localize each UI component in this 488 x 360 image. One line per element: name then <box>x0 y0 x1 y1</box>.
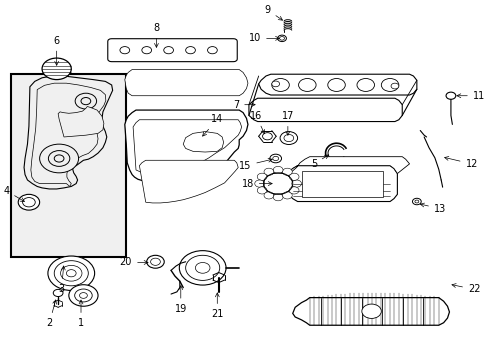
Circle shape <box>356 78 374 91</box>
Circle shape <box>80 293 87 298</box>
Circle shape <box>81 98 91 105</box>
Circle shape <box>179 251 225 285</box>
Circle shape <box>271 81 279 87</box>
Circle shape <box>195 262 209 273</box>
Circle shape <box>411 198 420 205</box>
Bar <box>11 74 125 257</box>
Circle shape <box>361 304 381 319</box>
Polygon shape <box>248 98 402 122</box>
Circle shape <box>40 144 79 173</box>
Bar <box>302 171 382 197</box>
Text: 21: 21 <box>211 293 223 319</box>
Text: 9: 9 <box>264 5 282 20</box>
Text: 7: 7 <box>232 100 255 110</box>
FancyBboxPatch shape <box>107 39 237 62</box>
Circle shape <box>48 150 70 166</box>
Circle shape <box>18 194 40 210</box>
Polygon shape <box>124 69 247 96</box>
Circle shape <box>146 255 164 268</box>
Text: 10: 10 <box>248 33 279 43</box>
Circle shape <box>42 58 71 80</box>
Polygon shape <box>58 107 103 137</box>
Circle shape <box>327 78 345 91</box>
Polygon shape <box>258 74 416 95</box>
Text: 1: 1 <box>78 300 84 328</box>
Circle shape <box>142 46 151 54</box>
Circle shape <box>414 200 418 203</box>
Text: 16: 16 <box>249 111 264 134</box>
Circle shape <box>163 46 173 54</box>
Circle shape <box>61 265 82 281</box>
Polygon shape <box>285 166 397 202</box>
Circle shape <box>273 194 283 201</box>
Circle shape <box>257 173 266 180</box>
Circle shape <box>84 120 102 133</box>
Polygon shape <box>139 160 238 203</box>
Circle shape <box>272 156 278 161</box>
Text: 3: 3 <box>59 266 65 294</box>
Text: 4: 4 <box>3 186 24 202</box>
Circle shape <box>75 289 92 302</box>
Polygon shape <box>285 157 409 177</box>
Circle shape <box>381 78 398 91</box>
Circle shape <box>53 289 63 297</box>
Circle shape <box>279 37 284 40</box>
Circle shape <box>185 46 195 54</box>
Text: 22: 22 <box>451 284 480 294</box>
Circle shape <box>280 132 297 144</box>
Text: 19: 19 <box>174 286 186 314</box>
Text: 15: 15 <box>239 158 272 171</box>
Polygon shape <box>183 132 223 152</box>
Circle shape <box>282 168 292 175</box>
Circle shape <box>120 46 129 54</box>
Circle shape <box>273 166 283 174</box>
Text: 8: 8 <box>153 23 159 48</box>
Circle shape <box>390 83 398 89</box>
Circle shape <box>277 35 286 41</box>
Circle shape <box>289 187 298 194</box>
Circle shape <box>207 46 217 54</box>
Circle shape <box>150 258 160 265</box>
Circle shape <box>264 168 273 175</box>
Circle shape <box>69 285 98 306</box>
Circle shape <box>269 154 281 163</box>
Circle shape <box>284 134 293 141</box>
Circle shape <box>257 187 266 194</box>
Text: 14: 14 <box>202 114 223 136</box>
Circle shape <box>54 155 64 162</box>
Circle shape <box>254 180 264 187</box>
Circle shape <box>291 180 301 187</box>
Polygon shape <box>133 120 241 173</box>
Circle shape <box>271 78 289 91</box>
Text: 2: 2 <box>46 300 57 328</box>
Circle shape <box>263 173 292 194</box>
Circle shape <box>75 93 97 109</box>
Circle shape <box>445 92 455 99</box>
Circle shape <box>298 78 315 91</box>
Text: 13: 13 <box>420 203 445 214</box>
Polygon shape <box>24 76 112 189</box>
Text: 11: 11 <box>456 91 484 101</box>
Circle shape <box>22 198 35 207</box>
Polygon shape <box>124 110 247 184</box>
Text: 18: 18 <box>241 179 272 189</box>
Circle shape <box>66 270 76 277</box>
Text: 12: 12 <box>444 157 477 169</box>
Text: 5: 5 <box>310 155 328 169</box>
Polygon shape <box>292 298 448 325</box>
Text: 17: 17 <box>281 111 293 135</box>
Text: 6: 6 <box>54 36 60 65</box>
Circle shape <box>264 192 273 199</box>
Circle shape <box>262 133 272 140</box>
Circle shape <box>54 261 88 286</box>
Text: 20: 20 <box>120 257 148 267</box>
Circle shape <box>289 173 298 180</box>
Circle shape <box>185 255 219 280</box>
Polygon shape <box>31 83 105 186</box>
Circle shape <box>282 192 292 199</box>
Circle shape <box>48 256 95 291</box>
